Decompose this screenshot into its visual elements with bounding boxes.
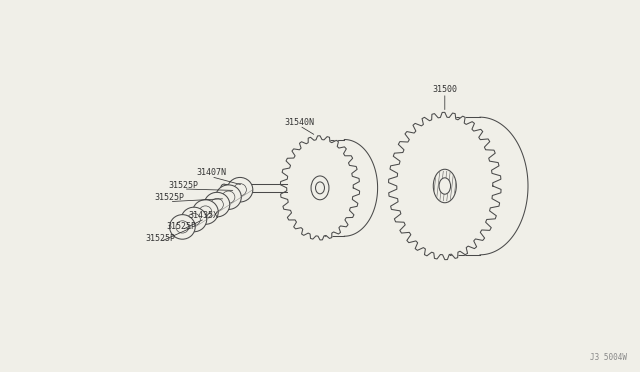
Ellipse shape [311,176,329,200]
Polygon shape [280,136,360,240]
Ellipse shape [176,221,189,233]
Ellipse shape [227,177,253,202]
Text: 31500: 31500 [432,85,458,94]
Ellipse shape [204,192,230,217]
Text: 31525P: 31525P [145,234,175,243]
Ellipse shape [211,198,223,211]
Text: 31525P: 31525P [167,222,196,231]
Ellipse shape [199,206,212,218]
Text: J3 5004W: J3 5004W [590,353,627,362]
Ellipse shape [234,183,246,196]
Ellipse shape [316,182,324,194]
Ellipse shape [222,191,235,203]
Ellipse shape [439,178,451,194]
Text: 31540N: 31540N [285,118,314,126]
Ellipse shape [170,215,195,239]
Ellipse shape [216,185,241,209]
Ellipse shape [221,184,227,192]
Ellipse shape [193,200,218,224]
Text: 31525P: 31525P [169,181,198,190]
Text: 31525P: 31525P [155,193,184,202]
Ellipse shape [181,207,207,232]
Ellipse shape [188,214,200,225]
Ellipse shape [433,169,456,203]
Text: 31407N: 31407N [196,169,226,177]
Polygon shape [388,112,501,260]
Text: 31435X: 31435X [189,211,218,219]
